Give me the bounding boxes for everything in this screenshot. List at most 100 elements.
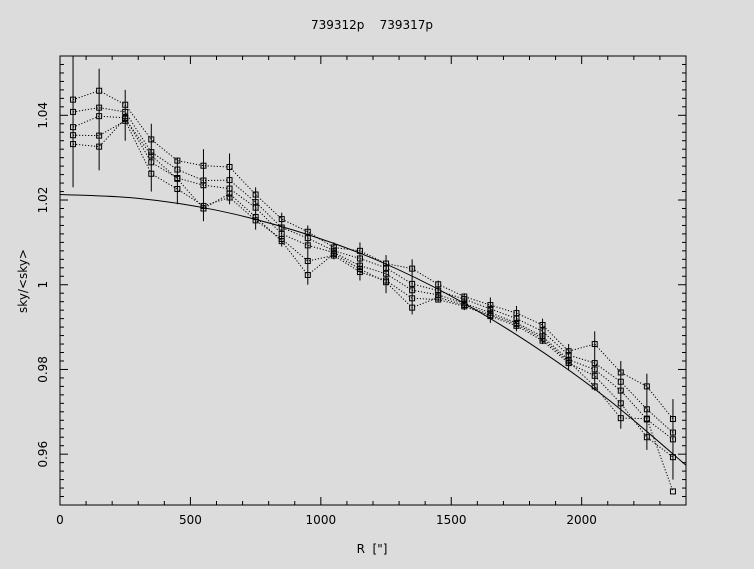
data-point (409, 265, 416, 272)
data-point (200, 162, 207, 169)
data-point (70, 132, 77, 139)
data-point (96, 104, 103, 111)
y-tick-label: 1.02 (36, 187, 50, 214)
data-point (539, 335, 546, 342)
data-point (643, 383, 650, 390)
data-point (409, 304, 416, 311)
data-point (591, 372, 598, 379)
data-point (356, 255, 363, 262)
x-tick-label: 2000 (566, 513, 597, 527)
data-point (122, 115, 129, 122)
data-point (669, 429, 676, 436)
data-point (591, 366, 598, 373)
data-point (461, 296, 468, 303)
series-line-2 (72, 107, 674, 433)
chart-title: 739312p 739317p (311, 18, 433, 32)
data-point (513, 315, 520, 322)
data-point (148, 170, 155, 177)
data-point (148, 149, 155, 156)
data-point (304, 228, 311, 235)
x-tick-label: 500 (179, 513, 202, 527)
data-point (226, 190, 233, 197)
series-line-1 (72, 90, 674, 420)
data-point (435, 294, 442, 301)
x-tick-label: 1500 (436, 513, 467, 527)
y-tick-label: 1 (36, 281, 50, 289)
y-tick-label: 1.04 (36, 102, 50, 129)
data-point (643, 434, 650, 441)
series-line-3 (72, 115, 674, 440)
plot-frame (59, 55, 687, 506)
data-point (200, 205, 207, 212)
x-tick-label: 0 (56, 513, 64, 527)
y-tick-label: 0.98 (36, 356, 50, 383)
data-point (304, 258, 311, 265)
data-point (70, 108, 77, 115)
data-point (591, 341, 598, 348)
data-point (383, 260, 390, 267)
data-point (96, 113, 103, 120)
data-point (252, 199, 259, 206)
data-point (226, 163, 233, 170)
y-tick-label: 0.96 (36, 441, 50, 468)
x-tick-label: 1000 (306, 513, 337, 527)
data-markers-layer (70, 87, 676, 495)
data-point (669, 454, 676, 461)
data-point (669, 488, 676, 495)
data-point (383, 264, 390, 271)
data-point (669, 436, 676, 443)
data-point (252, 191, 259, 198)
series-line-4 (73, 120, 674, 458)
data-point (356, 247, 363, 254)
data-point (252, 204, 259, 211)
data-point (278, 216, 285, 223)
data-point (356, 262, 363, 269)
axis-ticks-layer: 0 500 1000 1500 2000 0.96 0.98 1 1.02 1.04 (36, 55, 687, 527)
data-point (148, 159, 155, 166)
data-point (330, 250, 337, 257)
data-point (70, 124, 77, 131)
model-curve (59, 194, 687, 466)
data-point (96, 132, 103, 139)
data-point (487, 302, 494, 309)
data-point (174, 186, 181, 193)
data-point (304, 271, 311, 278)
data-point (461, 302, 468, 309)
data-point (356, 266, 363, 273)
data-point (513, 321, 520, 328)
data-point (617, 400, 624, 407)
data-point (174, 157, 181, 164)
data-point (435, 287, 442, 294)
data-point (96, 143, 103, 150)
y-axis-label: sky/<sky> (16, 249, 30, 313)
data-point (174, 166, 181, 173)
data-point (383, 270, 390, 277)
data-point (304, 242, 311, 249)
data-point (252, 213, 259, 220)
data-point (617, 369, 624, 376)
data-point (122, 108, 129, 115)
data-point (617, 415, 624, 422)
data-point (148, 152, 155, 159)
data-point (435, 281, 442, 288)
series-lines-layer (72, 90, 674, 492)
model-curve-layer (59, 194, 687, 466)
data-point (148, 136, 155, 143)
error-bars-layer (72, 56, 674, 480)
data-point (304, 235, 311, 242)
data-point (122, 101, 129, 108)
data-point (226, 177, 233, 184)
data-point (591, 360, 598, 367)
data-point (409, 295, 416, 302)
data-point (252, 217, 259, 224)
data-point (409, 280, 416, 287)
data-point (70, 141, 77, 148)
data-point (278, 238, 285, 245)
data-point (174, 175, 181, 182)
data-point (643, 406, 650, 413)
data-point (565, 348, 572, 355)
data-point (565, 358, 572, 365)
data-point (591, 383, 598, 390)
data-point (409, 287, 416, 294)
